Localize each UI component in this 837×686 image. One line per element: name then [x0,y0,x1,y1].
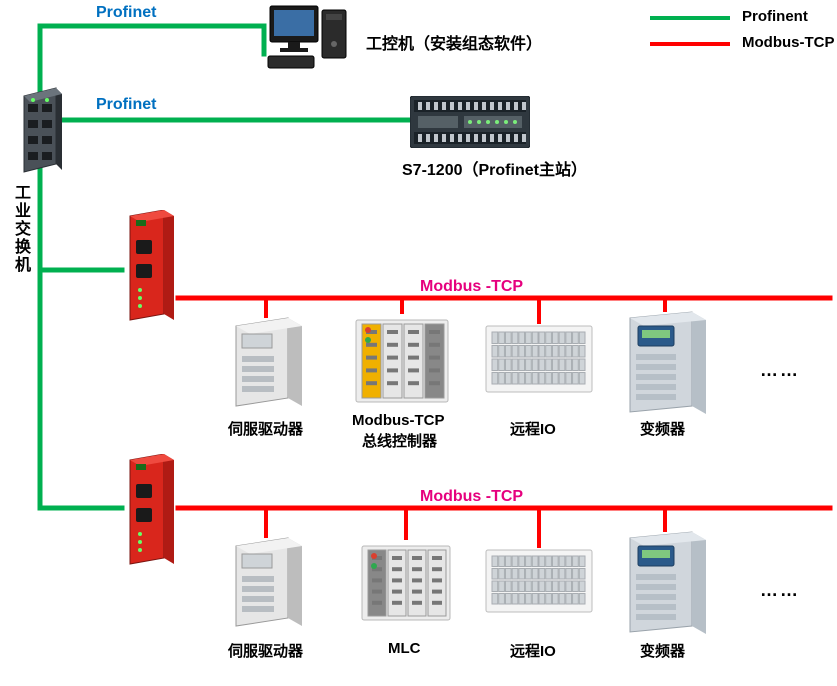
industrial-switch-icon [18,86,62,174]
legend-modbus-line [650,42,730,46]
row1-more-label: …… [760,360,800,381]
bus2-label: Modbus -TCP [420,488,523,506]
row1-controller-icon [352,312,452,406]
legend-profinet-line [650,16,730,20]
bus1-label: Modbus -TCP [420,278,523,296]
row1-servo-label: 伺服驱动器 [228,418,303,439]
row2-more-label: …… [760,580,800,601]
row2-mlc-icon [358,538,454,624]
row1-servo-icon [226,316,306,408]
row2-remoteio-label: 远程IO [510,640,556,661]
row2-remoteio-icon [484,546,594,616]
profinet-link1-label: Profinet [96,4,156,22]
row2-mlc-label: MLC [388,640,421,657]
row1-vfd-icon [620,310,710,416]
row2-vfd-label: 变频器 [640,640,685,661]
row2-servo-icon [226,536,306,628]
legend-modbus-label: Modbus-TCP [742,34,834,51]
gateway2-icon [122,454,178,566]
legend-profinet-label: Profinent [742,8,808,25]
plc-label: S7-1200（Profinet主站） [402,156,587,180]
row1-controller-label-l2: 总线控制器 [362,430,437,451]
row2-vfd-icon [620,530,710,636]
row1-controller-label-l1: Modbus-TCP [352,412,444,429]
plc-icon [410,96,530,148]
profinet-link2-label: Profinet [96,96,156,114]
row1-remoteio-label: 远程IO [510,418,556,439]
row1-vfd-label: 变频器 [640,418,685,439]
row2-servo-label: 伺服驱动器 [228,640,303,661]
computer-icon [264,4,350,72]
row1-remoteio-icon [484,322,594,396]
switch-label: 工业交换机 [8,184,32,274]
computer-label: 工控机（安装组态软件） [366,30,542,54]
gateway1-icon [122,210,178,322]
